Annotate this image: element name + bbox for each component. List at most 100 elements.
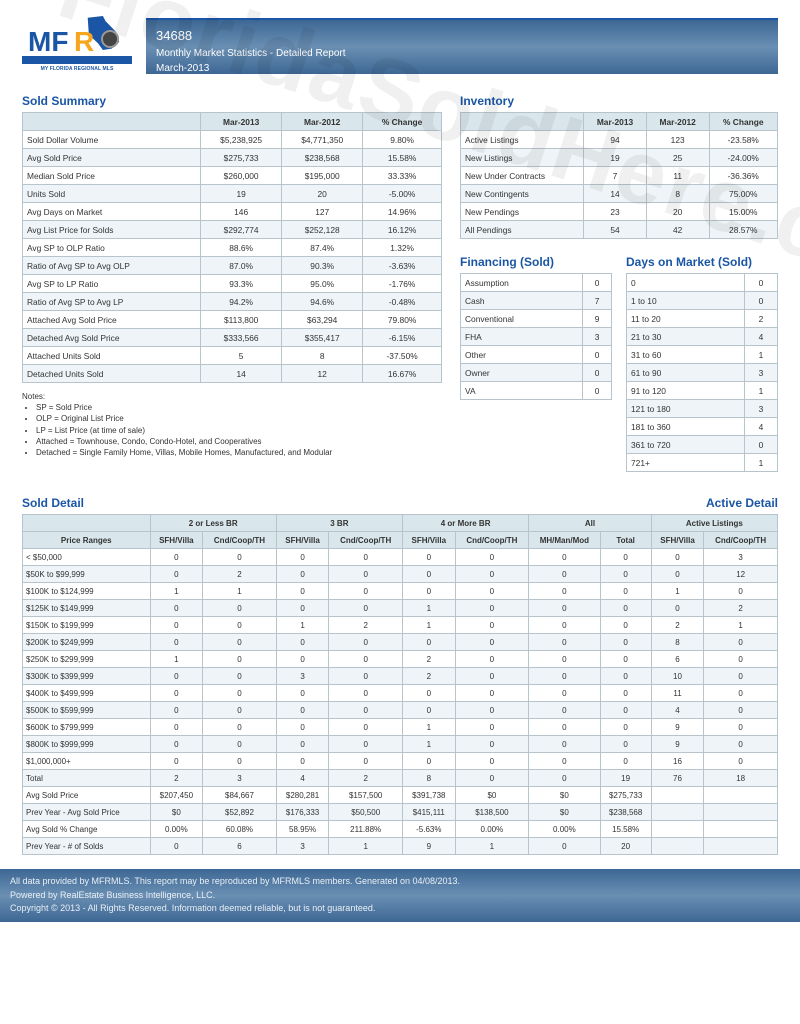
note-item: LP = List Price (at time of sale) (36, 425, 442, 436)
logo-r: R (74, 26, 94, 58)
cell: 0 (329, 634, 403, 651)
cell: 0 (529, 685, 600, 702)
col-header: Mar-2012 (282, 113, 363, 131)
cell: 0 (329, 651, 403, 668)
cell: 0 (529, 736, 600, 753)
cell: 0 (600, 719, 651, 736)
cell: 4 (651, 702, 704, 719)
cell: 2 (329, 617, 403, 634)
cell: 1 (402, 736, 455, 753)
cell: 15.00% (709, 203, 778, 221)
cell: $176,333 (276, 804, 329, 821)
cell: 0.00% (529, 821, 600, 838)
cell: 0 (529, 600, 600, 617)
cell: $4,771,350 (282, 131, 363, 149)
cell: $355,417 (282, 329, 363, 347)
cell: < $50,000 (23, 549, 151, 566)
cell: Cash (461, 292, 583, 310)
cell: $1,000,000+ (23, 753, 151, 770)
cell: Avg Sold % Change (23, 821, 151, 838)
cell: 0 (329, 736, 403, 753)
cell: 94.2% (201, 293, 282, 311)
cell: 0 (150, 634, 203, 651)
cell: 3 (276, 668, 329, 685)
cell: 0 (329, 600, 403, 617)
financing-title: Financing (Sold) (460, 255, 612, 269)
cell: Detached Avg Sold Price (23, 329, 201, 347)
cell: 0 (150, 702, 203, 719)
cell: 16 (651, 753, 704, 770)
sub: MH/Man/Mod (529, 532, 600, 549)
cell: 0 (150, 566, 203, 583)
cell: 0 (744, 274, 777, 292)
cell: 0 (704, 583, 778, 600)
cell: 0 (276, 651, 329, 668)
grp: 4 or More BR (402, 515, 528, 532)
cell: 18 (704, 770, 778, 787)
cell: 0 (203, 617, 277, 634)
col-header (23, 113, 201, 131)
cell: 2 (704, 600, 778, 617)
note-item: SP = Sold Price (36, 402, 442, 413)
cell: 11 to 20 (627, 310, 745, 328)
cell: 91 to 120 (627, 382, 745, 400)
cell: 4 (276, 770, 329, 787)
notes-title: Notes: (22, 391, 442, 402)
cell: $207,450 (150, 787, 203, 804)
cell: 0 (583, 274, 612, 292)
cell: 0 (651, 600, 704, 617)
cell: 3 (583, 328, 612, 346)
cell: 1 (402, 617, 455, 634)
cell: 0 (529, 753, 600, 770)
cell: 0 (150, 617, 203, 634)
cell: Units Sold (23, 185, 201, 203)
cell: 33.33% (363, 167, 442, 185)
cell: 87.0% (201, 257, 282, 275)
cell: 19 (600, 770, 651, 787)
cell: 9 (651, 736, 704, 753)
cell: 3 (704, 549, 778, 566)
cell: 11 (646, 167, 709, 185)
cell: 0 (329, 668, 403, 685)
cell: 0 (150, 753, 203, 770)
cell: 0 (402, 549, 455, 566)
cell: 361 to 720 (627, 436, 745, 454)
cell: 0 (704, 736, 778, 753)
cell: $238,568 (282, 149, 363, 167)
cell: 20 (600, 838, 651, 855)
cell: 1 (150, 583, 203, 600)
cell: 5 (201, 347, 282, 365)
cell: Attached Units Sold (23, 347, 201, 365)
cell: $400K to $499,999 (23, 685, 151, 702)
cell: 0 (583, 346, 612, 364)
cell: 127 (282, 203, 363, 221)
cell: 0 (600, 583, 651, 600)
cell (651, 787, 704, 804)
cell: -5.00% (363, 185, 442, 203)
cell: $52,892 (203, 804, 277, 821)
cell: 0 (744, 436, 777, 454)
cell: New Contingents (461, 185, 584, 203)
cell: $50K to $99,999 (23, 566, 151, 583)
header-zip: 34688 (156, 26, 768, 46)
sub: Price Ranges (23, 532, 151, 549)
cell: 0 (276, 600, 329, 617)
cell: 0 (203, 634, 277, 651)
cell: 15.58% (600, 821, 651, 838)
header-title: Monthly Market Statistics - Detailed Rep… (156, 46, 768, 61)
cell: $500K to $599,999 (23, 702, 151, 719)
cell: 2 (402, 651, 455, 668)
cell: Avg SP to OLP Ratio (23, 239, 201, 257)
cell: 9.80% (363, 131, 442, 149)
cell: 0.00% (455, 821, 529, 838)
cell: 1 (744, 346, 777, 364)
col-header: Mar-2012 (646, 113, 709, 131)
cell: 1 (704, 617, 778, 634)
cell: 3 (203, 770, 277, 787)
cell: Attached Avg Sold Price (23, 311, 201, 329)
cell: 8 (646, 185, 709, 203)
inventory-table: Mar-2013Mar-2012% ChangeActive Listings9… (460, 112, 778, 239)
cell: 2 (329, 770, 403, 787)
note-item: OLP = Original List Price (36, 413, 442, 424)
cell: 0 (600, 702, 651, 719)
